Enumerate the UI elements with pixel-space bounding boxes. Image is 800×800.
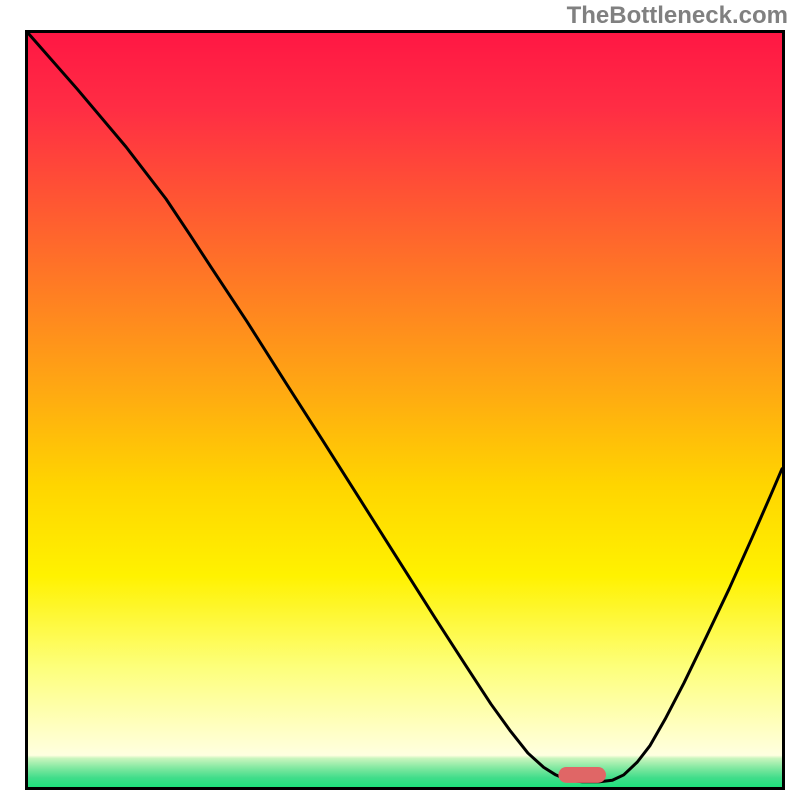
plot-area (25, 30, 785, 790)
gradient-background (28, 33, 782, 787)
plot-svg (28, 33, 782, 787)
chart-frame: TheBottleneck.com (0, 0, 800, 800)
watermark-text: TheBottleneck.com (567, 2, 788, 30)
optimal-marker (558, 767, 606, 783)
